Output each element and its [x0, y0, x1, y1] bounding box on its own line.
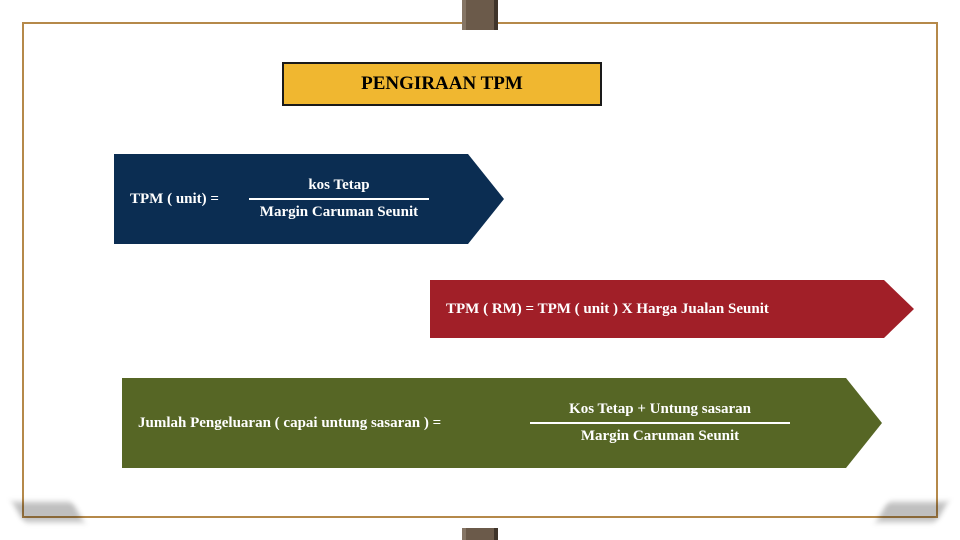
arrow-head-icon — [846, 378, 882, 468]
formula-tpm-rm: TPM ( RM) = TPM ( unit ) X Harga Jualan … — [430, 280, 914, 338]
fraction-line — [249, 198, 429, 200]
denominator: Margin Caruman Seunit — [577, 428, 743, 445]
numerator: Kos Tetap + Untung sasaran — [565, 401, 755, 418]
formula-left: TPM ( unit) = — [130, 191, 219, 208]
arrow-head-icon — [884, 280, 914, 338]
fraction: Kos Tetap + Untung sasaran Margin Caruma… — [530, 401, 790, 445]
formula-left: TPM ( RM) = TPM ( unit ) X Harga Jualan … — [446, 301, 868, 318]
binder-clip-bottom-icon — [462, 528, 498, 540]
fraction-line — [530, 422, 790, 424]
binder-clip-top-icon — [462, 0, 498, 30]
arrow-body: Jumlah Pengeluaran ( capai untung sasara… — [122, 378, 846, 468]
corner-shadow — [876, 502, 948, 522]
numerator: kos Tetap — [304, 177, 373, 194]
arrow-body: TPM ( unit) = kos Tetap Margin Caruman S… — [114, 154, 468, 244]
formula-left: Jumlah Pengeluaran ( capai untung sasara… — [138, 415, 441, 432]
formula-jumlah-pengeluaran: Jumlah Pengeluaran ( capai untung sasara… — [122, 378, 882, 468]
arrow-body: TPM ( RM) = TPM ( unit ) X Harga Jualan … — [430, 280, 884, 338]
title-text: PENGIRAAN TPM — [361, 73, 523, 95]
slide-frame: PENGIRAAN TPM TPM ( unit) = kos Tetap Ma… — [22, 22, 938, 518]
formula-row: TPM ( unit) = kos Tetap Margin Caruman S… — [130, 177, 452, 221]
formula-row: Jumlah Pengeluaran ( capai untung sasara… — [138, 401, 830, 445]
title-box: PENGIRAAN TPM — [282, 62, 602, 106]
formula-tpm-unit: TPM ( unit) = kos Tetap Margin Caruman S… — [114, 154, 504, 244]
denominator: Margin Caruman Seunit — [256, 204, 422, 221]
fraction: kos Tetap Margin Caruman Seunit — [249, 177, 429, 221]
arrow-head-icon — [468, 154, 504, 244]
corner-shadow — [12, 502, 84, 522]
